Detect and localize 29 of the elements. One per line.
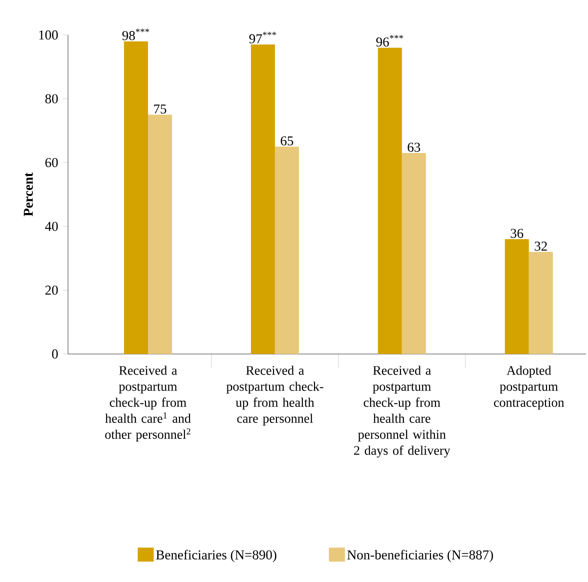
bar — [250, 44, 275, 354]
y-tick-label: 80 — [45, 94, 58, 104]
data-label: 36 — [510, 228, 524, 238]
legend-label: Non-beneficiaries (N=887) — [347, 550, 493, 562]
x-tick-label: Received a postpartum check-up from health care personnel within 2 days of delivery — [354, 366, 450, 458]
data-label: 63 — [408, 142, 420, 152]
bar — [402, 153, 426, 354]
bar — [504, 239, 529, 354]
data-label: 98$^{***}$ — [122, 28, 150, 40]
y-tick-label: 0 — [52, 349, 58, 359]
bar — [378, 48, 402, 354]
data-label: 65 — [280, 136, 294, 146]
bar — [148, 114, 172, 354]
x-tick-label: Received a postpartum check-up from health care personnel — [226, 366, 324, 426]
y-tick-label: 60 — [45, 158, 58, 168]
bar — [274, 146, 299, 354]
x-tick-label: Received a postpartum check-up from health care$^{1}$ and other personnel$^{2}$ — [105, 366, 191, 442]
bar — [124, 41, 148, 354]
y-tick-label: 20 — [45, 286, 58, 295]
legend-label: Beneficiaries (N=890) — [156, 550, 276, 562]
data-label: 32 — [534, 242, 547, 251]
data-label: 97$^{***}$ — [249, 32, 276, 44]
data-label: 75 — [154, 104, 166, 114]
y-tick-label: 40 — [45, 222, 58, 231]
y-tick-label: 100 — [39, 30, 58, 40]
y-axis-title: Percent — [24, 172, 33, 216]
data-label: 96$^{***}$ — [376, 35, 404, 47]
bar — [528, 252, 553, 354]
x-tick-label: Adopted postpartum contraception — [494, 366, 564, 410]
